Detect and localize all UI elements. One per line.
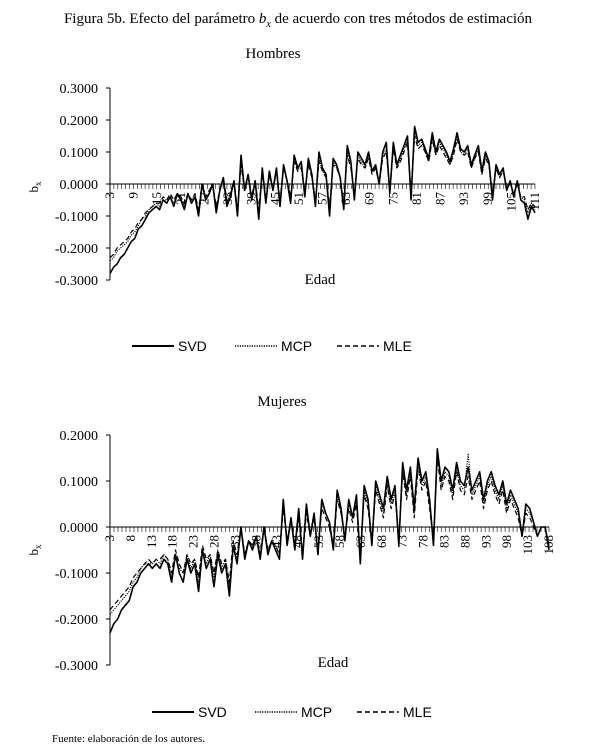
x-tick-label: 57 — [315, 192, 330, 206]
x-tick-label: 99 — [480, 192, 495, 205]
x-tick-label: 105 — [503, 192, 518, 212]
x-tick-labels: 3 8 13 18 23 28 33 38 43 48 53 58 63 68 73 78 83 88 93 98 10… — [102, 535, 556, 555]
source-note: Fuente: elaboración de los autores. — [52, 733, 205, 745]
legend: SVD MCP MLE — [152, 704, 432, 720]
x-tick-label: 78 — [416, 535, 431, 548]
x-tick-label: 83 — [436, 535, 451, 548]
figure-title: Figura 5b. Efecto del parámetro bx de ac… — [64, 11, 533, 30]
x-tick-label: 73 — [395, 535, 410, 548]
y-tick-label: 0.2000 — [60, 429, 99, 444]
x-tick-label: 58 — [332, 535, 347, 548]
x-tick-label: 69 — [362, 192, 377, 205]
x-tick-label: 63 — [353, 535, 368, 548]
series-lines — [109, 447, 550, 634]
legend-label-mcp: MCP — [281, 338, 312, 354]
x-tick-label: 93 — [478, 535, 493, 548]
y-tick-label: 0.0000 — [60, 178, 99, 193]
y-axis-label: bx — [26, 544, 43, 556]
x-tick-label: 51 — [291, 192, 306, 205]
legend: SVD MCP MLE — [132, 338, 412, 354]
x-tick-label: 68 — [374, 535, 389, 548]
x-tick-label: 103 — [520, 535, 535, 555]
x-tick-label: 38 — [248, 535, 263, 548]
x-tick-label: 3 — [102, 535, 117, 542]
x-tick-label: 87 — [433, 192, 448, 206]
x-tick-labels: 3 9 15 21 27 33 39 45 51 57 63 69 75 81 87 93 99 105 111 — [102, 192, 542, 212]
y-tick-labels: 0.2000 0.1000 0.0000 -0.1000 -0.2000 -0.3000 — [55, 429, 110, 674]
x-axis-label: Edad — [305, 272, 336, 288]
series-lines — [109, 125, 536, 274]
y-tick-label: -0.1000 — [55, 210, 98, 225]
x-tick-label: 75 — [385, 192, 400, 205]
y-tick-label: -0.1000 — [55, 567, 98, 582]
y-tick-label: -0.2000 — [55, 242, 98, 257]
x-tick-label: 3 — [102, 192, 117, 199]
y-tick-label: 0.1000 — [60, 475, 99, 490]
chart-title: Mujeres — [257, 394, 306, 410]
chart-mujeres: Mujeres bx 0.2000 0.1000 0.0000 -0.1000 -0.2… — [26, 394, 556, 720]
legend-label-svd: SVD — [178, 338, 207, 354]
x-tick-label: 93 — [456, 192, 471, 205]
series-line-mcp — [109, 452, 550, 615]
x-tick-label: 63 — [338, 192, 353, 205]
legend-label-mcp: MCP — [301, 704, 332, 720]
series-line-svd — [109, 125, 536, 274]
series-line-mle — [109, 457, 550, 611]
y-axis-label: bx — [26, 181, 43, 193]
y-tick-label: -0.2000 — [55, 613, 98, 628]
x-tick-label: 13 — [144, 535, 159, 548]
x-tick-label: 28 — [207, 535, 222, 548]
legend-label-svd: SVD — [198, 704, 227, 720]
x-tick-label: 98 — [499, 535, 514, 548]
legend-label-mle: MLE — [383, 338, 412, 354]
x-axis-label: Edad — [318, 655, 349, 671]
y-tick-label: 0.2000 — [60, 114, 99, 129]
y-tick-label: 0.0000 — [60, 521, 99, 536]
series-line-mle — [109, 135, 536, 259]
chart-hombres: Hombres bx 0.3000 0.2000 0.1000 0.0000 -0.10… — [26, 46, 542, 354]
y-tick-label: -0.3000 — [55, 659, 98, 674]
y-tick-label: 0.3000 — [60, 82, 99, 97]
x-tick-label: 18 — [165, 535, 180, 548]
x-tick-label: 9 — [126, 192, 141, 199]
x-tick-label: 88 — [457, 535, 472, 548]
x-tick-label: 8 — [123, 535, 138, 542]
x-tick-label: 15 — [149, 192, 164, 205]
y-tick-label: 0.1000 — [60, 146, 99, 161]
x-axis-ticks — [109, 184, 536, 189]
x-tick-label: 81 — [409, 192, 424, 205]
y-tick-labels: 0.3000 0.2000 0.1000 0.0000 -0.1000 -0.2000 -0… — [55, 82, 110, 289]
legend-label-mle: MLE — [403, 704, 432, 720]
y-tick-label: -0.3000 — [55, 274, 98, 289]
x-tick-label: 23 — [186, 535, 201, 548]
chart-title: Hombres — [246, 46, 301, 62]
